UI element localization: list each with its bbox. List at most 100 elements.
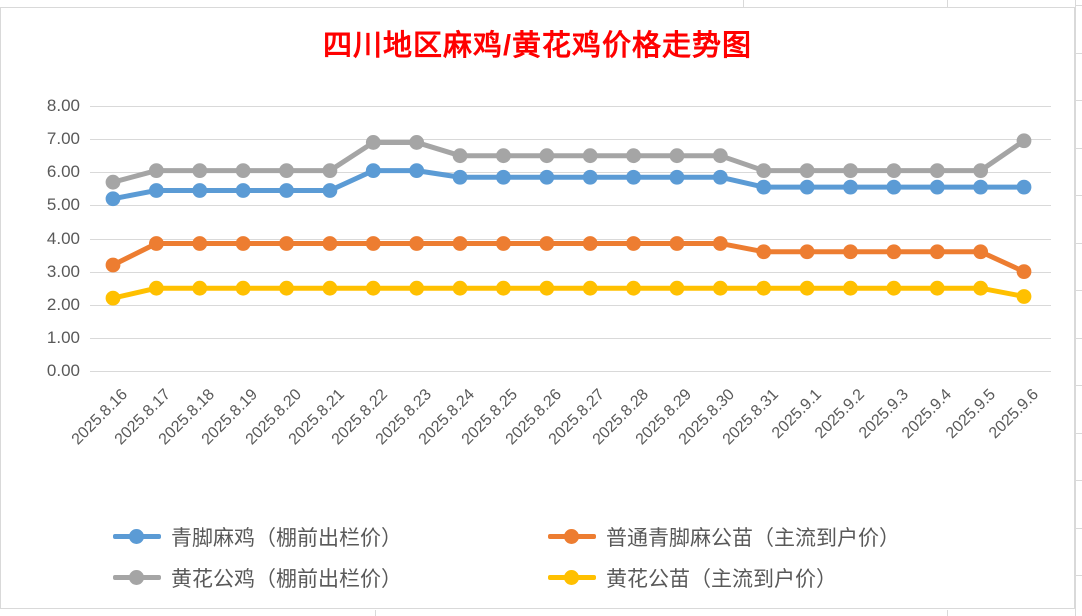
chart-title: 四川地区麻鸡/黄花鸡价格走势图 <box>322 30 753 62</box>
worksheet-cell-border <box>1076 53 1082 54</box>
data-point <box>626 280 641 296</box>
data-point <box>365 135 381 150</box>
legend-label: 黄花公鸡（棚前出栏价） <box>171 567 402 591</box>
data-point <box>712 148 728 164</box>
data-point <box>626 169 641 185</box>
series-line-1 <box>111 240 1026 274</box>
data-point <box>279 236 294 251</box>
data-point <box>712 280 728 296</box>
worksheet-cell-border <box>1075 0 1076 616</box>
data-point <box>929 179 945 195</box>
worksheet-cell-border <box>1076 385 1082 386</box>
data-point <box>1016 264 1032 280</box>
data-point <box>799 179 815 195</box>
data-point <box>929 280 945 296</box>
data-point <box>496 236 511 251</box>
data-point <box>669 169 685 185</box>
data-point <box>105 257 121 273</box>
data-point <box>929 163 945 178</box>
data-point <box>886 163 902 178</box>
data-point <box>712 236 728 251</box>
legend-marker-orange-icon <box>548 529 596 544</box>
legend-item-qingjiao-maji: 青脚麻鸡（棚前出栏价） <box>113 518 548 555</box>
data-point <box>886 244 902 260</box>
data-point <box>148 236 164 251</box>
worksheet-cell-border <box>1076 480 1082 481</box>
data-point <box>409 280 425 296</box>
data-point <box>582 280 598 296</box>
data-point <box>322 280 338 296</box>
data-point <box>365 236 381 251</box>
y-tick-label: 5.00 <box>46 195 80 215</box>
y-tick-label: 3.00 <box>46 261 80 281</box>
data-point <box>1016 289 1032 304</box>
data-point <box>669 236 685 251</box>
worksheet-cell-border <box>1076 243 1082 244</box>
y-tick-label: 7.00 <box>46 129 80 149</box>
data-point <box>452 148 468 164</box>
data-point <box>973 179 989 195</box>
data-point <box>886 179 902 195</box>
data-point <box>279 163 294 178</box>
data-point <box>105 191 121 207</box>
data-point <box>452 236 468 251</box>
data-point <box>843 280 858 296</box>
data-point <box>452 280 468 296</box>
data-point <box>235 183 251 198</box>
data-point <box>843 163 858 178</box>
data-point <box>192 183 208 198</box>
data-point <box>756 244 772 260</box>
data-point <box>105 174 121 190</box>
data-point <box>843 179 858 195</box>
worksheet-cell-border <box>1076 195 1082 196</box>
data-point <box>756 179 772 195</box>
data-point <box>322 183 338 198</box>
legend-label: 青脚麻鸡（棚前出栏价） <box>171 526 402 550</box>
data-point <box>799 244 815 260</box>
data-point <box>148 183 164 198</box>
data-point <box>279 183 294 198</box>
worksheet-cell-border <box>1076 528 1082 529</box>
data-point <box>626 236 641 251</box>
legend-marker-yellow-icon <box>548 570 596 585</box>
data-point <box>886 280 902 296</box>
worksheet-cell-border <box>1076 5 1082 6</box>
data-point <box>669 280 685 296</box>
y-tick-label: 4.00 <box>46 228 80 248</box>
data-point <box>626 148 641 164</box>
y-tick-label: 0.00 <box>46 361 80 380</box>
worksheet-cell-border <box>743 0 744 7</box>
data-point <box>973 280 989 296</box>
data-point <box>235 163 251 178</box>
data-point <box>409 163 425 178</box>
data-point <box>669 148 685 164</box>
data-point <box>539 148 555 164</box>
data-point <box>582 148 598 164</box>
worksheet-cell-border <box>1076 100 1082 101</box>
data-point <box>496 169 511 185</box>
data-point <box>192 280 208 296</box>
worksheet-cell-border <box>947 0 948 7</box>
legend: 青脚麻鸡（棚前出栏价） 普通青脚麻公苗（主流到户价） 黄花公鸡（棚前出栏价） 黄… <box>113 518 900 596</box>
y-tick-label: 8.00 <box>46 96 80 115</box>
legend-item-qingjiaoma-gongmiao: 普通青脚麻公苗（主流到户价） <box>548 518 900 555</box>
data-point <box>799 163 815 178</box>
worksheet-cell-border <box>1076 433 1082 434</box>
data-point <box>799 280 815 296</box>
data-point <box>1016 133 1032 149</box>
data-point <box>105 290 121 306</box>
data-point <box>1016 179 1032 195</box>
data-point <box>973 163 989 178</box>
series-line-2 <box>112 138 1026 185</box>
worksheet-cell-border <box>1076 290 1082 291</box>
data-point <box>322 236 338 251</box>
y-tick-label: 1.00 <box>46 327 80 347</box>
data-point <box>365 280 381 296</box>
data-point <box>496 148 511 164</box>
worksheet-cell-border <box>375 610 376 616</box>
data-point <box>582 169 598 185</box>
y-tick-label: 2.00 <box>46 294 80 314</box>
data-point <box>452 169 468 185</box>
